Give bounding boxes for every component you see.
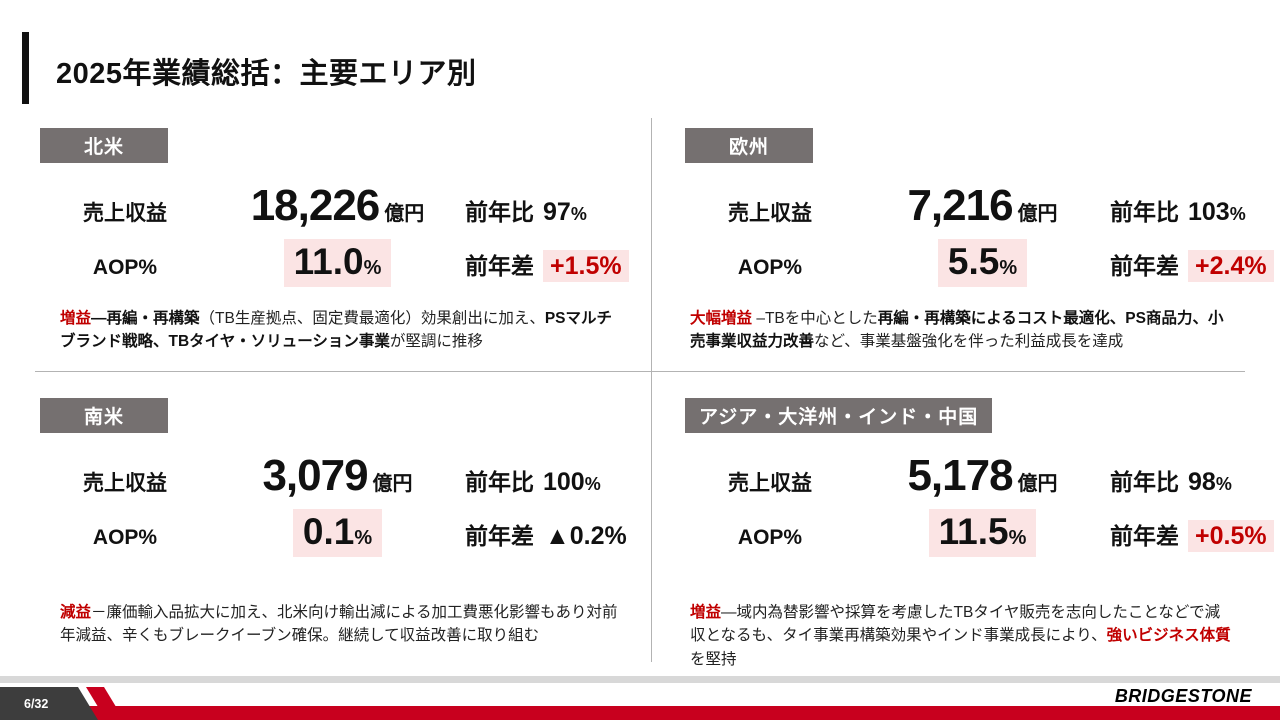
aop-row: AOP% 0.1% 前年差 ▲0.2%: [40, 509, 627, 557]
region-tag: アジア・大洋州・インド・中国: [685, 398, 993, 433]
yoy-diff-label: 前年差: [465, 253, 534, 279]
horizontal-divider: [35, 371, 1245, 372]
region-tag: 欧州: [685, 128, 813, 163]
region-panel-asia-oceania-india-china: アジア・大洋州・インド・中国 売上収益 5,178 億円 前年比 98% AOP% …: [685, 398, 1274, 671]
aop-value: 11.0: [293, 241, 364, 282]
aop-label: AOP%: [737, 526, 803, 549]
title-accent-bar: [22, 32, 29, 104]
revenue-value: 5,178: [907, 451, 1013, 500]
aop-value: 11.5: [938, 511, 1009, 552]
page-title: 2025年業績総括：主要エリア別: [56, 58, 477, 90]
percent-sign: %: [1008, 527, 1027, 549]
yoy-diff-label: 前年差: [1110, 253, 1179, 279]
aop-label: AOP%: [737, 256, 803, 279]
percent-sign: %: [570, 204, 587, 224]
page-number-badge: 6/32: [0, 687, 98, 720]
region-note: 減益－廉価輸入品拡大に加え、北米向け輸出減による加工費悪化影響もあり対前年減益、…: [60, 604, 618, 645]
yoy-ratio-value: 100: [543, 468, 585, 496]
yoy-ratio-value: 98: [1188, 468, 1216, 496]
revenue-value: 3,079: [262, 451, 368, 500]
region-note: 増益―域内為替影響や採算を考慮したTBタイヤ販売を志向したことなどで減収となるも…: [690, 604, 1231, 668]
percent-sign: %: [1215, 474, 1232, 494]
bridgestone-logo: BRIDGESTONE: [1114, 686, 1252, 706]
vertical-divider: [651, 118, 652, 662]
region-note: 増益―再編・再構築（TB生産拠点、固定費最適化）効果創出に加え、PSマルチブラン…: [60, 310, 613, 351]
revenue-label: 売上収益: [83, 472, 167, 495]
yoy-ratio-label: 前年比: [1110, 199, 1179, 225]
region-note: 大幅増益 –TBを中心とした再編・再構築によるコスト最適化、PS商品力、小売事業…: [690, 310, 1224, 351]
yoy-ratio-label: 前年比: [465, 469, 534, 495]
aop-row: AOP% 5.5% 前年差 +2.4%: [685, 239, 1274, 287]
yoy-diff-label: 前年差: [1110, 523, 1179, 549]
footer-red-bar: [0, 706, 1280, 720]
aop-value: 0.1: [302, 511, 355, 552]
percent-sign: %: [1229, 204, 1246, 224]
aop-label: AOP%: [92, 526, 158, 549]
region-tag: 北米: [40, 128, 168, 163]
region-tag: 南米: [40, 398, 168, 433]
revenue-unit: 億円: [372, 473, 413, 495]
yoy-diff-value: ▲0.2%: [545, 522, 627, 550]
revenue-value: 18,226: [250, 181, 381, 230]
yoy-ratio-label: 前年比: [1110, 469, 1179, 495]
region-panel-south-america: 南米 売上収益 3,079 億円 前年比 100% AOP% 0.1% 前年差 ▲0.…: [40, 398, 627, 648]
revenue-unit: 億円: [384, 203, 425, 225]
percent-sign: %: [354, 527, 373, 549]
aop-highlight: 0.1%: [292, 509, 383, 557]
aop-highlight: 11.5%: [928, 509, 1037, 557]
revenue-label: 売上収益: [728, 202, 812, 225]
yoy-ratio-value: 103: [1188, 198, 1230, 226]
revenue-row: 売上収益 3,079 億円 前年比 100%: [40, 451, 625, 501]
revenue-row: 売上収益 18,226 億円 前年比 97%: [40, 181, 625, 231]
revenue-unit: 億円: [1017, 203, 1058, 225]
aop-row: AOP% 11.5% 前年差 +0.5%: [685, 509, 1274, 557]
yoy-ratio-value: 97: [543, 198, 571, 226]
yoy-diff-value: +0.5%: [1188, 520, 1274, 552]
percent-sign: %: [999, 257, 1018, 279]
aop-highlight: 5.5%: [937, 239, 1028, 287]
footer-gray-strip: [0, 676, 1280, 683]
percent-sign: %: [584, 474, 601, 494]
aop-highlight: 11.0%: [283, 239, 392, 287]
revenue-row: 売上収益 7,216 億円 前年比 103%: [685, 181, 1246, 231]
revenue-label: 売上収益: [83, 202, 167, 225]
region-panel-north-america: 北米 売上収益 18,226 億円 前年比 97% AOP% 11.0% 前年差 +1…: [40, 128, 629, 354]
revenue-row: 売上収益 5,178 億円 前年比 98%: [685, 451, 1245, 501]
yoy-diff-value: +2.4%: [1188, 250, 1274, 282]
yoy-diff-label: 前年差: [465, 523, 534, 549]
yoy-ratio-label: 前年比: [465, 199, 534, 225]
region-panel-europe: 欧州 売上収益 7,216 億円 前年比 103% AOP% 5.5% 前年差 +2.…: [685, 128, 1274, 354]
revenue-unit: 億円: [1017, 473, 1058, 495]
aop-row: AOP% 11.0% 前年差 +1.5%: [40, 239, 629, 287]
yoy-diff-value: +1.5%: [543, 250, 629, 282]
aop-label: AOP%: [92, 256, 158, 279]
aop-value: 5.5: [947, 241, 1000, 282]
revenue-label: 売上収益: [728, 472, 812, 495]
page-number: 6/32: [24, 696, 49, 711]
revenue-value: 7,216: [907, 181, 1013, 230]
percent-sign: %: [363, 257, 382, 279]
